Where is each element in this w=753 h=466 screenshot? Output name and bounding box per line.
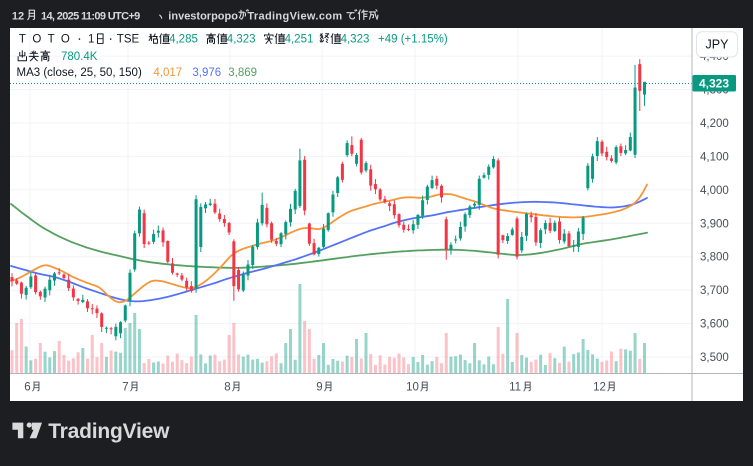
svg-text:investorpopo: investorpopo <box>168 10 238 22</box>
svg-text:14, 2025 11:09 UTC+9: 14, 2025 11:09 UTC+9 <box>41 10 140 22</box>
svg-text:6: 6 <box>24 382 30 394</box>
svg-text:4,100: 4,100 <box>700 151 729 163</box>
svg-text:7: 7 <box>122 382 128 394</box>
svg-text:3,976: 3,976 <box>192 67 221 79</box>
svg-text:TradingView.com: TradingView.com <box>247 10 342 22</box>
svg-text:T: T <box>48 34 55 46</box>
svg-text:4,200: 4,200 <box>700 118 729 130</box>
svg-text:4,323: 4,323 <box>341 34 370 46</box>
svg-text:780.4K: 780.4K <box>61 51 98 63</box>
svg-text:MA3 (close, 25, 50, 150): MA3 (close, 25, 50, 150) <box>17 67 142 79</box>
svg-text:4,323: 4,323 <box>227 34 256 46</box>
svg-text:3,500: 3,500 <box>700 352 729 364</box>
svg-text:1: 1 <box>88 34 94 46</box>
svg-text:+49 (+1.15%): +49 (+1.15%) <box>378 34 448 46</box>
svg-text:3,700: 3,700 <box>700 285 729 297</box>
svg-text:O: O <box>32 34 41 46</box>
svg-text:12: 12 <box>12 10 24 22</box>
svg-text:4,323: 4,323 <box>699 77 729 91</box>
svg-text:8: 8 <box>224 382 230 394</box>
svg-text:TSE: TSE <box>117 34 140 46</box>
svg-text:JPY: JPY <box>706 38 730 52</box>
svg-text:3,600: 3,600 <box>700 319 729 331</box>
svg-text:O: O <box>61 34 70 46</box>
svg-text:4,000: 4,000 <box>700 185 729 197</box>
svg-text:3,800: 3,800 <box>700 252 729 264</box>
svg-text:4,251: 4,251 <box>285 34 314 46</box>
svg-text:3,869: 3,869 <box>228 67 257 79</box>
svg-text:4,017: 4,017 <box>153 67 182 79</box>
svg-text:TradingView: TradingView <box>48 420 170 443</box>
svg-text:4,285: 4,285 <box>169 34 198 46</box>
svg-text:11: 11 <box>509 382 521 394</box>
svg-text:12: 12 <box>593 382 606 394</box>
svg-text:10: 10 <box>406 382 419 394</box>
svg-text:9: 9 <box>316 382 322 394</box>
svg-text:3,900: 3,900 <box>700 218 729 230</box>
svg-text:T: T <box>19 34 26 46</box>
